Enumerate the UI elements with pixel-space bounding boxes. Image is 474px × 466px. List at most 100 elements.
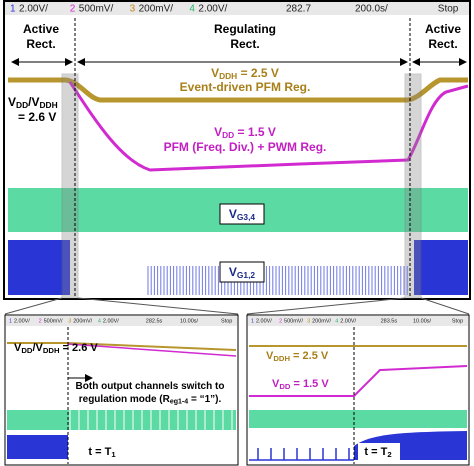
vddh-label-part: = 2.5 V bbox=[290, 350, 329, 362]
note: Both output channels switch to bbox=[76, 381, 225, 392]
status: Stop bbox=[221, 318, 232, 324]
vg34-label-sub: G3,4 bbox=[237, 212, 255, 222]
zoom-box-1 bbox=[61, 73, 79, 299]
vdd-label-part: V bbox=[214, 125, 222, 139]
channel-num: 1 bbox=[9, 318, 12, 324]
vg34-band bbox=[249, 410, 467, 428]
vdd-vddh-label-part: /V bbox=[28, 95, 39, 109]
note-sub: eg1-4 bbox=[170, 398, 188, 405]
vddh-label-sub: DDH bbox=[273, 354, 290, 363]
vg12-label-sub: G1,2 bbox=[237, 270, 255, 280]
channel-num: 4 bbox=[189, 4, 195, 15]
status: Stop bbox=[438, 4, 459, 15]
vg12-band-left bbox=[8, 240, 70, 295]
vdd-label: VDD = 1.5 V bbox=[272, 378, 329, 391]
time-scale: 10.00s/ bbox=[180, 318, 199, 324]
vdd-trace bbox=[67, 343, 237, 357]
label-box bbox=[219, 203, 265, 225]
channel-scale: 2.00V/ bbox=[198, 4, 227, 15]
vg12-band bbox=[7, 435, 68, 459]
phase-box bbox=[418, 21, 468, 55]
vdd-vddh-value: = 2.6 V bbox=[18, 110, 56, 124]
vdd-vddh-label-part: = 2.6 V bbox=[60, 342, 99, 354]
channel-num: 2 bbox=[70, 4, 76, 15]
vdd-label-part: = 1.5 V bbox=[234, 125, 276, 139]
time-label-part: t = T bbox=[364, 446, 387, 458]
time-label-sub: 1 bbox=[111, 450, 116, 459]
connector bbox=[420, 297, 470, 315]
vdd-trace bbox=[68, 81, 469, 172]
label-bg bbox=[82, 443, 124, 460]
channel-num: 3 bbox=[130, 4, 136, 15]
time-pos: 283.5s bbox=[381, 318, 398, 324]
vdd-vddh-label-part: V bbox=[14, 342, 22, 354]
vddh-label-part: V bbox=[211, 66, 219, 80]
channel-num: 1 bbox=[10, 4, 16, 15]
phase-label: Active bbox=[425, 22, 461, 36]
vddh-label-part: = 2.5 V bbox=[237, 66, 279, 80]
channel-scale: 500mV/ bbox=[44, 318, 63, 324]
channel-num: 1 bbox=[251, 318, 254, 324]
vg34-label: VG3,4 bbox=[229, 207, 256, 222]
note-part: = “1”). bbox=[188, 394, 221, 405]
time-scale: 200.0s/ bbox=[355, 4, 388, 15]
channel-num: 3 bbox=[68, 318, 71, 324]
label-bg bbox=[358, 443, 400, 460]
phase-label: Rect. bbox=[428, 37, 457, 51]
vdd-vddh-label-part: V bbox=[8, 95, 16, 109]
vdd-vddh-label-sub: DDH bbox=[43, 346, 60, 355]
vdd-label-part: = 1.5 V bbox=[290, 378, 329, 390]
channel-num: 4 bbox=[335, 318, 338, 324]
channel-num: 2 bbox=[39, 318, 42, 324]
channel-scale: 2.00V/ bbox=[14, 318, 30, 324]
vddh-label: VDDH = 2.5 V bbox=[266, 350, 329, 363]
label-box bbox=[219, 261, 265, 283]
note-part: Both output channels switch to bbox=[76, 381, 225, 392]
vdd-vddh-value-part: = 2.6 V bbox=[18, 110, 56, 124]
vddh-label-part: V bbox=[266, 350, 274, 362]
time-pos: 282.5s bbox=[146, 318, 163, 324]
vddh-desc: Event-driven PFM Reg. bbox=[180, 80, 311, 94]
labels: 1 2.00V/2 500mV/3 200mV/4 2.00V/282.7 200.0s/… bbox=[8, 4, 463, 459]
phase-label: Active bbox=[23, 22, 59, 36]
status: Stop bbox=[452, 318, 463, 324]
time-label: t = T2 bbox=[364, 446, 391, 459]
vg12-band-right bbox=[414, 240, 468, 295]
vddh-label-sub: DDH bbox=[219, 71, 237, 81]
vdd-label-part: V bbox=[272, 378, 280, 390]
phase-label: Rect. bbox=[26, 37, 55, 51]
channel-scale: 500mV/ bbox=[284, 318, 303, 324]
channel-scale: 500mV/ bbox=[79, 4, 114, 15]
time-scale: 10.00s/ bbox=[413, 318, 432, 324]
time-label: t = T1 bbox=[88, 446, 116, 459]
channel-scale: 2.00V/ bbox=[340, 318, 356, 324]
channel-scale: 200mV/ bbox=[73, 318, 92, 324]
vdd-vddh-label-sub: DD bbox=[21, 346, 33, 355]
phase-label: Rect. bbox=[230, 37, 259, 51]
vg34-band bbox=[7, 410, 236, 430]
vdd-label-sub: DD bbox=[279, 382, 291, 391]
connector bbox=[246, 297, 406, 315]
phase-label: Regulating bbox=[214, 22, 276, 36]
vg34-label-part: V bbox=[229, 207, 237, 221]
time-label-part: t = T bbox=[88, 446, 111, 458]
vdd-vddh-label: VDD/VDDH bbox=[8, 95, 58, 110]
channel-num: 3 bbox=[307, 318, 310, 324]
vdd-vddh-label-part: /V bbox=[32, 342, 43, 354]
vg12-label: VG1,2 bbox=[229, 265, 256, 280]
vdd-desc: PFM (Freq. Div.) + PWM Reg. bbox=[164, 140, 327, 154]
vdd-vddh-label-sub: DD bbox=[16, 100, 28, 110]
scope-header bbox=[5, 2, 469, 15]
channel-scale: 2.00V/ bbox=[19, 4, 48, 15]
channel-num: 4 bbox=[98, 318, 101, 324]
zoom-header bbox=[6, 316, 237, 326]
zoom-box-2 bbox=[404, 73, 422, 299]
note: regulation mode (Reg1-4 = “1”). bbox=[79, 394, 222, 406]
channel-scale: 200mV/ bbox=[312, 318, 331, 324]
channel-scale: 2.00V/ bbox=[103, 318, 119, 324]
connector bbox=[4, 297, 63, 315]
time-label-sub: 2 bbox=[387, 450, 391, 459]
channel-scale: 200mV/ bbox=[139, 4, 174, 15]
vdd-label-sub: DD bbox=[222, 130, 234, 140]
vdd-trace bbox=[249, 365, 468, 397]
